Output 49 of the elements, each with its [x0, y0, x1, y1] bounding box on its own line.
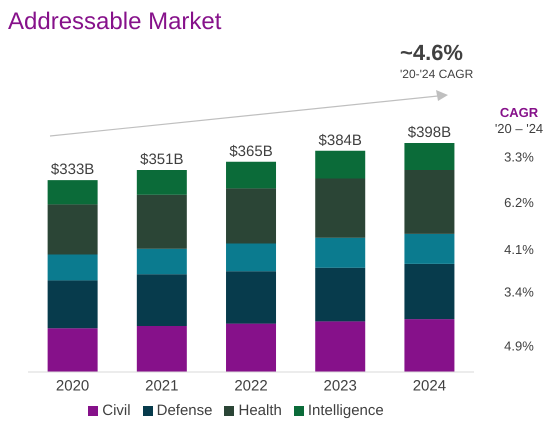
- bar: [315, 268, 366, 322]
- x-tick-label: 2020: [56, 378, 90, 395]
- bar: [404, 170, 454, 234]
- annotation: $384B: [318, 132, 362, 149]
- text: 6.2%: [504, 194, 534, 210]
- x-tick-label: 2021: [145, 378, 178, 395]
- bar: [226, 244, 276, 272]
- bar: [48, 180, 98, 204]
- annotation: $333B: [50, 161, 94, 178]
- legend-label: Civil: [101, 402, 131, 419]
- x-tick-label: 2024: [412, 378, 446, 395]
- bar: [315, 321, 366, 372]
- text: '20-'24 CAGR: [400, 67, 474, 81]
- bar: [136, 194, 187, 249]
- bar: [315, 178, 366, 238]
- text: '20 – '24: [494, 121, 544, 136]
- text: 4.9%: [504, 338, 534, 354]
- bar: [315, 238, 366, 268]
- bar: [226, 188, 276, 244]
- bar: [48, 328, 98, 372]
- annotation: $365B: [229, 142, 273, 160]
- bar: [315, 150, 366, 178]
- text: 4.1%: [504, 242, 534, 257]
- annotation: $351B: [140, 151, 184, 168]
- legend-label: Intelligence: [306, 402, 384, 419]
- text: ~4.6%: [400, 40, 463, 65]
- bar: [48, 204, 98, 255]
- bar: [404, 319, 454, 372]
- legend-label: Health: [237, 402, 282, 419]
- bar: [404, 234, 454, 264]
- x-tick-label: 2023: [324, 378, 357, 395]
- bar: [48, 280, 98, 328]
- bar: [226, 271, 276, 324]
- bar: [136, 274, 187, 326]
- bar: [136, 248, 187, 274]
- legend-label: Defense: [156, 402, 212, 419]
- bar: [136, 170, 187, 195]
- bar: [226, 324, 276, 372]
- bar: [404, 143, 454, 170]
- bar: [48, 254, 98, 280]
- bar: [136, 326, 187, 372]
- bar: [404, 264, 454, 320]
- text: CAGR: [500, 105, 539, 120]
- text: 3.4%: [504, 284, 534, 300]
- bar: [226, 162, 276, 188]
- chart-title: Addressable Market: [8, 8, 222, 36]
- annotation: $398B: [408, 124, 452, 141]
- text: 3.3%: [504, 150, 534, 165]
- x-tick-label: 2022: [234, 378, 268, 395]
